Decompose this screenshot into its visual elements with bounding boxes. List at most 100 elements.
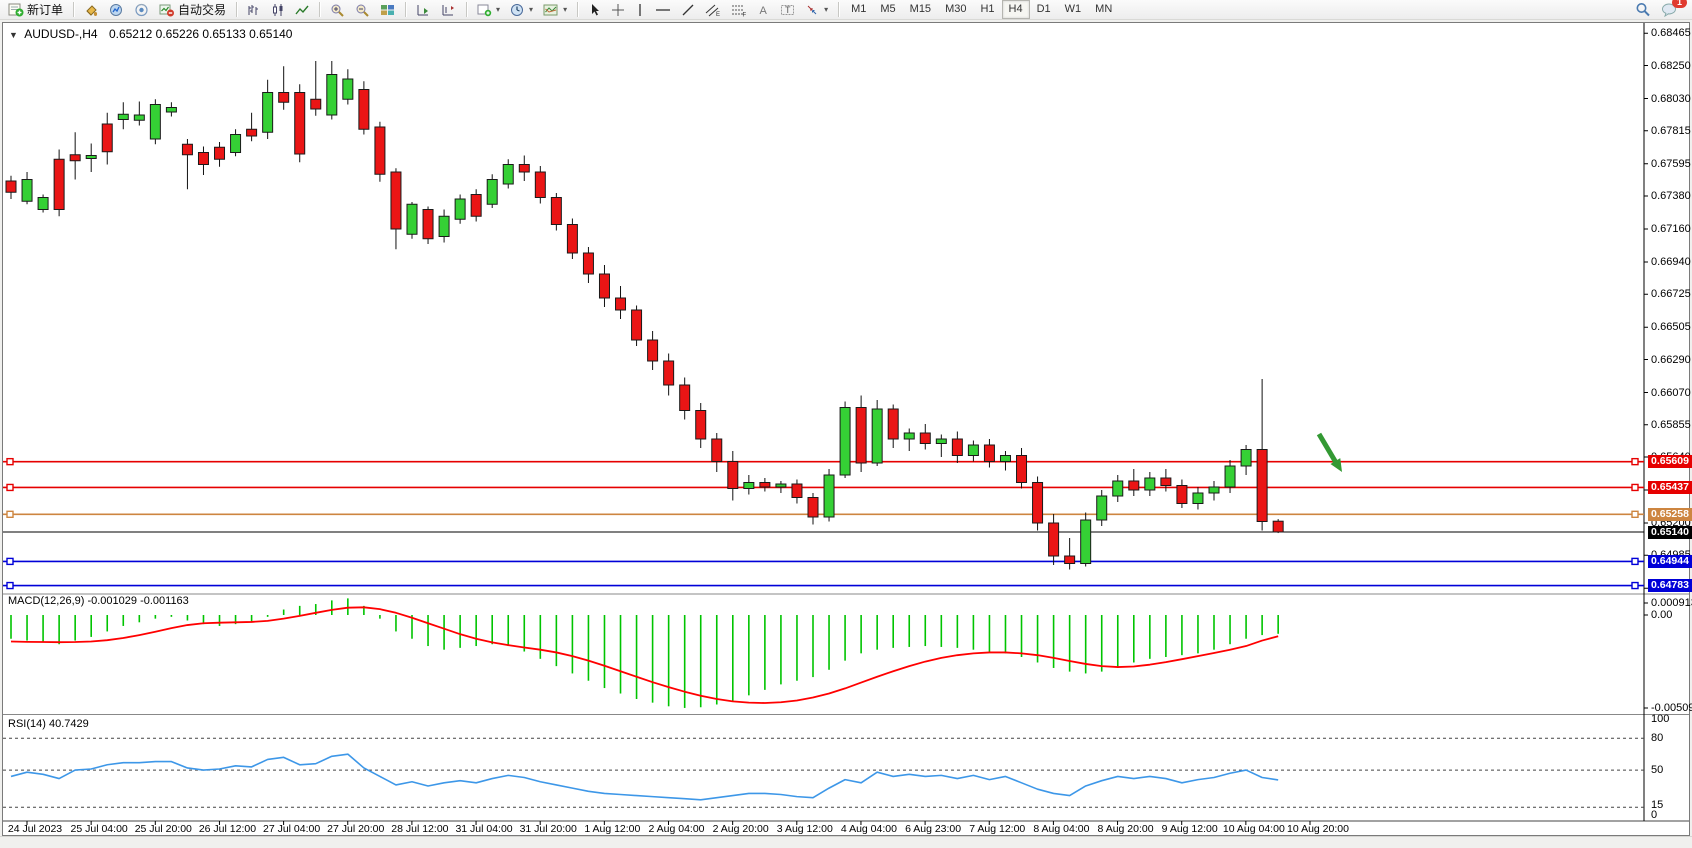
chart-title[interactable]: ▼ AUDUSD-,H4 0.65212 0.65226 0.65133 0.6… [9,27,292,41]
candle-bull [117,113,129,120]
candle-bear [1064,555,1076,564]
arrows-tool-button[interactable]: ▾ [800,0,833,20]
timeframe-button-h4[interactable]: H4 [1001,0,1030,19]
search-icon [1636,3,1650,17]
candle-bear [1272,520,1284,533]
candle-bear [246,128,258,137]
hline-right-handle[interactable] [1631,510,1639,518]
trend-arrow-annotation[interactable] [1316,432,1341,468]
candle-bear [647,339,659,362]
period-button[interactable]: ▾ [505,0,538,20]
candle-bull [1096,495,1108,521]
time-axis-label: 2 Aug 20:00 [712,823,769,835]
autotrading-button[interactable]: 自动交易 [154,0,231,20]
line-chart-button[interactable] [290,0,314,20]
crosshair-tool-button[interactable] [606,0,630,20]
time-axis-label: 8 Aug 04:00 [1033,823,1090,835]
candle-bear [278,92,290,103]
candle-bear [566,224,578,254]
candle-bear [1160,477,1172,486]
candle-bear [919,432,931,444]
hline-right-handle[interactable] [1631,557,1639,566]
vertical-line-tool-button[interactable] [630,0,650,20]
time-axis-label: 9 Aug 12:00 [1161,823,1218,835]
search-button[interactable] [1630,0,1656,20]
dropdown-caret: ▾ [496,5,501,14]
hline-left-handle[interactable] [6,581,14,590]
hline-left-handle[interactable] [6,557,14,566]
zoom-out-button[interactable] [350,0,375,20]
line-chart-icon [295,5,309,14]
market-watch-button[interactable] [104,0,129,20]
timeframe-button-m1[interactable]: M1 [851,3,867,15]
chart-canvas[interactable] [3,23,1689,835]
candle-bear [1016,455,1028,483]
hline-left-handle[interactable] [6,510,14,518]
tile-windows-icon [381,4,395,15]
text-label-tool-button[interactable]: T [775,0,800,20]
hline-price-tag: 0.64944 [1648,554,1692,568]
timeframe-button-m5[interactable]: M5 [880,3,896,15]
hline-right-handle[interactable] [1631,581,1639,590]
hline-left-handle[interactable] [6,483,14,492]
market-watch-icon [110,3,123,16]
time-axis-label: 10 Aug 04:00 [1222,823,1285,835]
notifications-button[interactable]: 1 [1656,0,1687,20]
hline-right-handle[interactable] [1631,457,1639,466]
time-axis-label: 25 Jul 04:00 [70,823,128,835]
toolbar-separator [577,2,579,17]
candle-bear [101,123,113,153]
add-indicator-button[interactable]: ▾ [472,0,505,20]
candle-bull [165,107,177,113]
channel-tool-button[interactable]: E [700,0,726,20]
hline-left-handle[interactable] [6,457,14,466]
time-axis-label: 4 Aug 04:00 [840,823,897,835]
time-axis-label: 27 Jul 04:00 [262,823,321,835]
text-tool-button[interactable]: A [752,0,775,20]
styler-button[interactable] [79,0,104,20]
dropdown-caret: ▾ [529,5,534,14]
timeframe-button-m30[interactable]: M30 [945,3,967,15]
fibonacci-tool-button[interactable]: F [726,0,752,20]
time-axis-label: 31 Jul 04:00 [455,823,513,835]
trendline-tool-button[interactable] [676,0,700,20]
bar-chart-button[interactable] [242,0,266,20]
template-button[interactable]: ▾ [538,0,572,20]
zoom-out-icon [356,4,369,17]
hline-price-tag: 0.65258 [1648,507,1692,521]
timeframe-toolbar: M1 M5 M15 M30 H1 H4 D1 W1 MN [841,0,1122,19]
candle-bear [951,438,963,456]
candle-bear [631,309,643,341]
price-axis-label: 0.68030 [1651,92,1691,105]
signals-button[interactable] [129,0,154,20]
timeframe-button-w1[interactable]: W1 [1064,3,1082,15]
new-order-button[interactable]: 新订单 [3,0,68,20]
tile-windows-button[interactable] [375,0,400,20]
candle-bull [1240,449,1252,467]
vertical-line-icon [639,3,641,16]
chart-window[interactable]: ▼ AUDUSD-,H4 0.65212 0.65226 0.65133 0.6… [2,22,1692,836]
candle-bear [390,171,402,230]
candle-bull [37,197,49,210]
timeframe-button-mn[interactable]: MN [1095,3,1113,15]
status-bar [0,836,1692,848]
toolbar-separator [466,2,468,17]
symbol-dropdown-arrow[interactable]: ▼ [9,30,18,40]
candle-bear [534,171,546,198]
rsi-axis-label: 15 [1651,799,1664,811]
candle-bear [470,194,482,217]
horizontal-line-tool-button[interactable] [650,0,676,20]
timeframe-button-d1[interactable]: D1 [1036,3,1051,15]
autotrading-label: 自动交易 [178,3,227,17]
timeframe-button-m15[interactable]: M15 [909,3,932,15]
zoom-in-button[interactable] [325,0,350,20]
cursor-tool-button[interactable] [583,0,606,20]
chart-shift-button[interactable] [436,0,461,20]
auto-scroll-button[interactable] [411,0,436,20]
candlestick-chart-button[interactable] [266,0,290,20]
timeframe-button-h1[interactable]: H1 [980,3,995,15]
price-axis-label: 0.67380 [1651,190,1691,202]
toolbar-separator [73,2,75,17]
candle-bear [197,152,209,165]
hline-right-handle[interactable] [1631,483,1639,492]
